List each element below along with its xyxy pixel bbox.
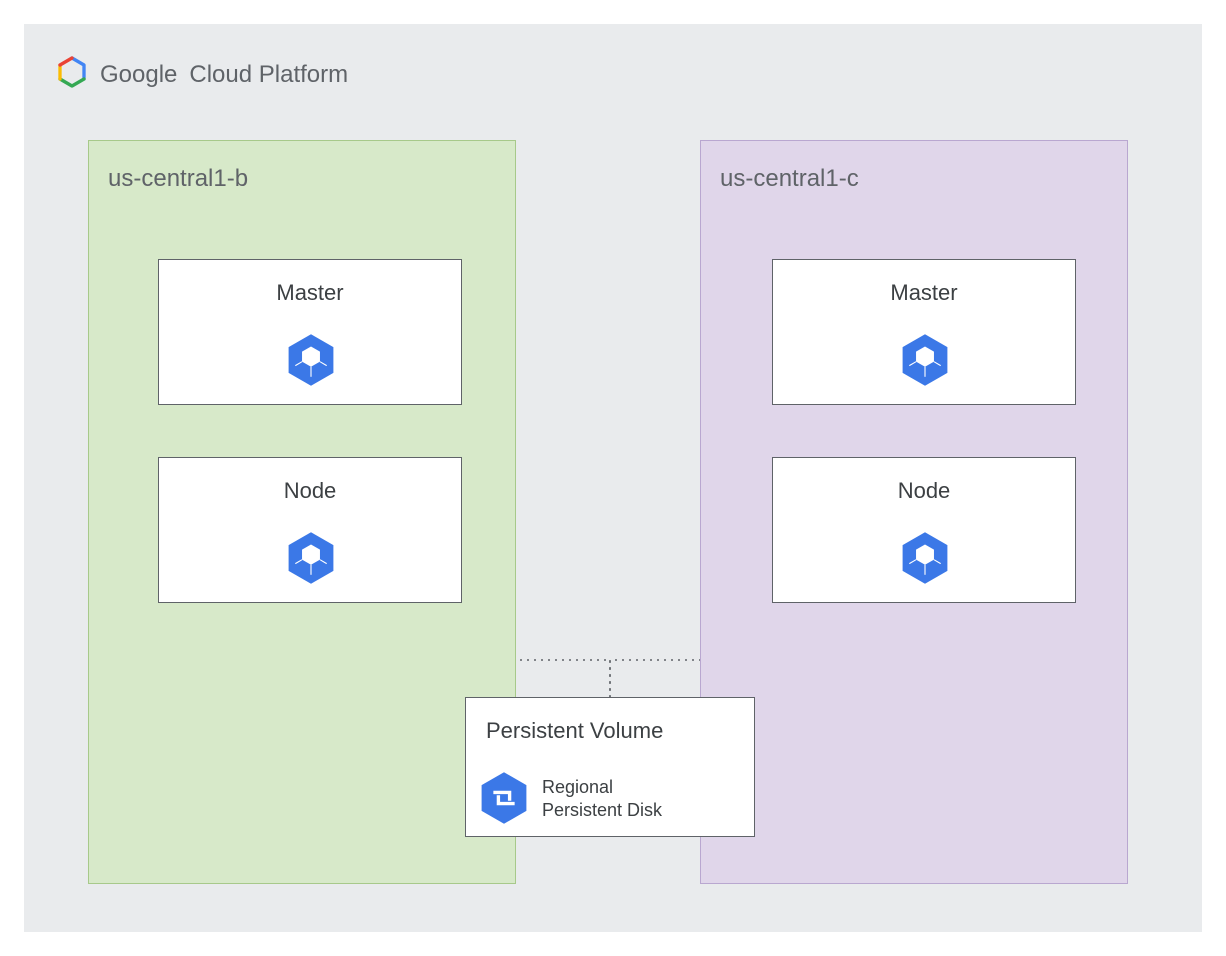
master-c-gke-icon [897, 332, 953, 393]
master-c-box: Master [772, 259, 1076, 405]
node-b-label: Node [159, 478, 461, 504]
node-b-box: Node [158, 457, 462, 603]
pv-title: Persistent Volume [486, 718, 663, 744]
node-c-gke-icon [897, 530, 953, 591]
node-c-label: Node [773, 478, 1075, 504]
logo-text-google: Google [100, 61, 177, 89]
master-b-box: Master [158, 259, 462, 405]
master-b-gke-icon [283, 332, 339, 393]
persistent-volume-box: Persistent Volume RegionalPersistent Dis… [465, 697, 755, 837]
node-c-box: Node [772, 457, 1076, 603]
pv-subtitle: RegionalPersistent Disk [542, 776, 662, 823]
master-c-label: Master [773, 280, 1075, 306]
zone-b-label: us-central1-b [108, 165, 248, 193]
gcp-logo: Google Cloud Platform [56, 56, 348, 93]
zone-c-label: us-central1-c [720, 165, 859, 193]
master-b-label: Master [159, 280, 461, 306]
persistent-disk-icon [476, 770, 532, 831]
diagram-canvas: Google Cloud Platform us-central1-b us-ce… [0, 0, 1226, 956]
logo-text-cloud-platform: Cloud Platform [189, 61, 348, 89]
gcp-hex-icon [56, 56, 88, 93]
node-b-gke-icon [283, 530, 339, 591]
